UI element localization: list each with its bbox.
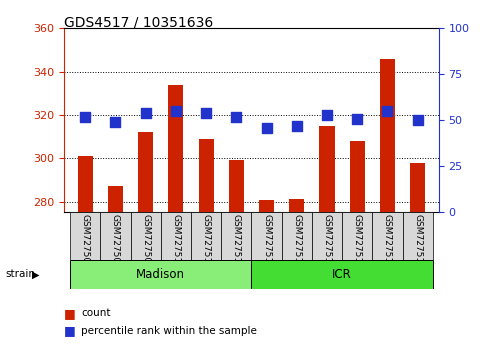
Bar xyxy=(101,212,131,260)
Bar xyxy=(168,85,183,212)
Text: GSM727515: GSM727515 xyxy=(322,214,331,269)
Bar xyxy=(282,212,312,260)
Text: ■: ■ xyxy=(64,307,76,320)
Bar xyxy=(259,200,274,212)
Bar xyxy=(372,212,402,260)
Point xyxy=(353,116,361,121)
Bar xyxy=(380,59,395,212)
Text: count: count xyxy=(81,308,111,318)
Point xyxy=(111,119,119,125)
Text: GSM727511: GSM727511 xyxy=(202,214,211,269)
Text: percentile rank within the sample: percentile rank within the sample xyxy=(81,326,257,336)
Point xyxy=(81,114,89,120)
Text: ▶: ▶ xyxy=(32,269,39,279)
Text: GDS4517 / 10351636: GDS4517 / 10351636 xyxy=(64,16,213,30)
Bar xyxy=(342,212,372,260)
Point xyxy=(263,125,271,131)
Bar xyxy=(251,260,433,289)
Text: GSM727517: GSM727517 xyxy=(383,214,392,269)
Bar xyxy=(319,126,335,212)
Text: GSM727513: GSM727513 xyxy=(262,214,271,269)
Bar xyxy=(289,199,304,212)
Point xyxy=(384,108,391,114)
Bar xyxy=(312,212,342,260)
Point xyxy=(414,118,422,123)
Text: strain: strain xyxy=(5,269,35,279)
Text: ■: ■ xyxy=(64,325,76,337)
Point xyxy=(293,123,301,129)
Text: GSM727507: GSM727507 xyxy=(81,214,90,269)
Text: GSM727512: GSM727512 xyxy=(232,214,241,269)
Bar xyxy=(138,132,153,212)
Point xyxy=(172,108,180,114)
Bar xyxy=(251,212,282,260)
Bar xyxy=(131,212,161,260)
Text: GSM727518: GSM727518 xyxy=(413,214,422,269)
Bar xyxy=(221,212,251,260)
Point xyxy=(202,110,210,116)
Text: GSM727508: GSM727508 xyxy=(111,214,120,269)
Bar xyxy=(70,212,101,260)
Bar xyxy=(402,212,433,260)
Point xyxy=(141,110,149,116)
Bar xyxy=(161,212,191,260)
Bar xyxy=(199,139,213,212)
Bar xyxy=(410,162,425,212)
Text: GSM727516: GSM727516 xyxy=(352,214,362,269)
Text: ICR: ICR xyxy=(332,268,352,281)
Point xyxy=(232,114,240,120)
Text: GSM727514: GSM727514 xyxy=(292,214,301,269)
Text: GSM727510: GSM727510 xyxy=(172,214,180,269)
Text: GSM727509: GSM727509 xyxy=(141,214,150,269)
Bar xyxy=(78,156,93,212)
Bar xyxy=(70,260,251,289)
Bar xyxy=(350,141,365,212)
Text: Madison: Madison xyxy=(136,268,185,281)
Bar xyxy=(229,160,244,212)
Point xyxy=(323,112,331,118)
Bar xyxy=(191,212,221,260)
Bar xyxy=(108,187,123,212)
